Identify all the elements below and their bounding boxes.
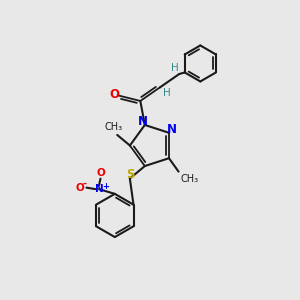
Text: N: N (95, 184, 104, 194)
Text: N: N (167, 123, 177, 136)
Text: O: O (75, 183, 84, 193)
Text: O: O (96, 168, 105, 178)
Text: +: + (102, 182, 109, 191)
Text: H: H (171, 63, 179, 73)
Text: H: H (163, 88, 170, 98)
Text: CH₃: CH₃ (105, 122, 123, 132)
Text: CH₃: CH₃ (181, 174, 199, 184)
Text: S: S (126, 168, 135, 181)
Text: O: O (110, 88, 119, 100)
Text: N: N (137, 116, 147, 128)
Text: -: - (82, 178, 87, 188)
